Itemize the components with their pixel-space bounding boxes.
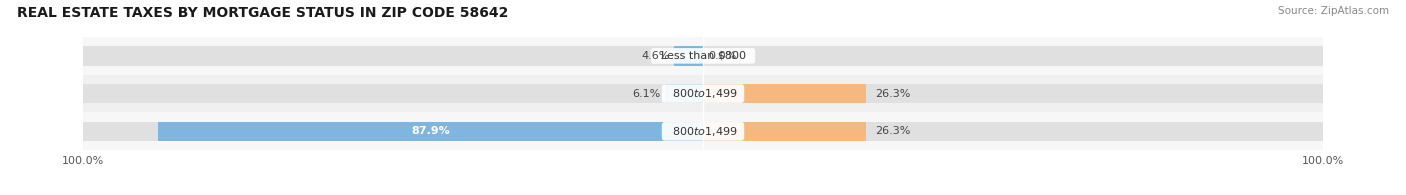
Bar xyxy=(703,46,1323,66)
Bar xyxy=(83,113,1323,150)
Bar xyxy=(83,46,703,66)
Text: $800 to $1,499: $800 to $1,499 xyxy=(665,87,741,100)
Text: 87.9%: 87.9% xyxy=(411,126,450,136)
Bar xyxy=(665,84,703,103)
Bar xyxy=(157,121,703,141)
Bar xyxy=(703,84,1323,103)
Bar xyxy=(703,84,866,103)
Bar xyxy=(83,37,1323,75)
Bar xyxy=(83,121,703,141)
Text: 4.6%: 4.6% xyxy=(641,51,669,61)
Bar xyxy=(83,84,703,103)
Bar xyxy=(83,75,1323,113)
Bar xyxy=(675,46,703,66)
Text: 26.3%: 26.3% xyxy=(876,126,911,136)
Text: 26.3%: 26.3% xyxy=(876,89,911,99)
Text: REAL ESTATE TAXES BY MORTGAGE STATUS IN ZIP CODE 58642: REAL ESTATE TAXES BY MORTGAGE STATUS IN … xyxy=(17,6,508,20)
Bar xyxy=(703,121,866,141)
Text: 0.0%: 0.0% xyxy=(709,51,737,61)
Bar xyxy=(703,121,1323,141)
Text: $800 to $1,499: $800 to $1,499 xyxy=(665,125,741,138)
Text: Source: ZipAtlas.com: Source: ZipAtlas.com xyxy=(1278,6,1389,16)
Text: Less than $800: Less than $800 xyxy=(654,51,752,61)
Text: 6.1%: 6.1% xyxy=(631,89,661,99)
